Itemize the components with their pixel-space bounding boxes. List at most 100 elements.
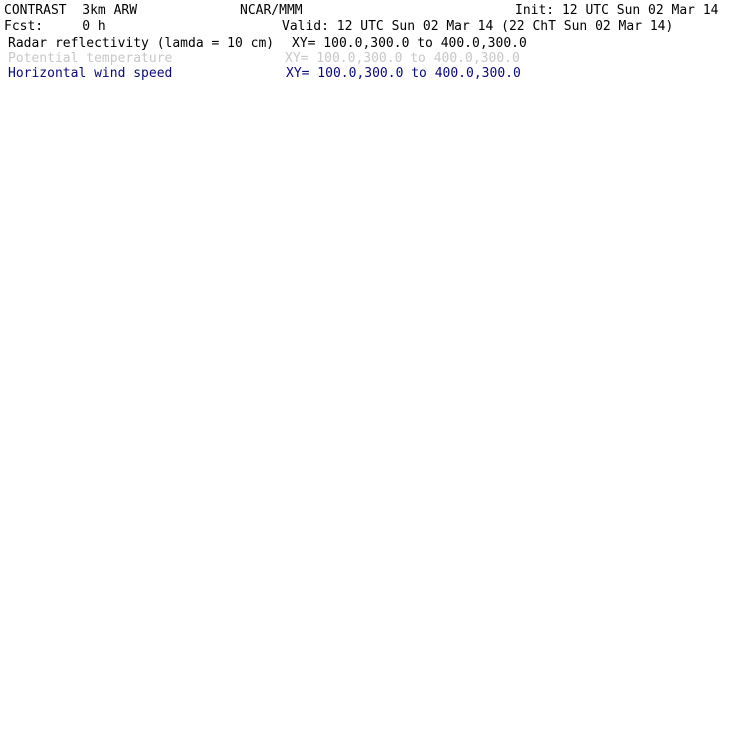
y-tick-label: 200 <box>25 169 46 182</box>
wind-label-bg <box>423 494 448 511</box>
wind-contour-20-2 <box>259 246 267 260</box>
x-tick-label: 400 <box>320 699 341 712</box>
contour-labels: 305 305 305 305 310 310 310 315 315 315 315 320 320 3… <box>106 84 673 642</box>
wind-extremum-high-letter: H <box>119 137 129 152</box>
theta-upper-line <box>50 116 681 121</box>
x-tick-label: 600 <box>460 699 481 712</box>
wind-extremum-value: 15.34 <box>106 153 143 168</box>
wind-extremum-value: 2.28 <box>463 100 492 115</box>
field-wind-name: Horizontal wind speed <box>8 66 173 81</box>
theta-upper-line <box>50 90 681 94</box>
y-tick-label: 500 <box>25 352 46 365</box>
theta-label-bg <box>373 298 406 313</box>
wind-extremum-high-letter: H <box>207 99 217 114</box>
wind-extremum-low-letter: L <box>330 84 338 99</box>
theta-label-bg <box>625 300 658 315</box>
theta-contour-335 <box>50 291 681 311</box>
theta-label-bg <box>167 230 200 245</box>
theta-label-325: 325 <box>608 366 633 381</box>
wind-label-bg <box>544 454 569 471</box>
wind-label-bg <box>339 582 364 599</box>
theta-label-335: 335 <box>378 298 403 313</box>
model-title: CONTRAST 3km ARW <box>4 3 138 18</box>
theta-label-315: 315 <box>450 461 475 476</box>
theta-label-320: 320 <box>341 417 366 432</box>
reflectivity-label-0: 0 <box>126 379 132 389</box>
theta-upper-line <box>50 92 680 96</box>
theta-label-bg <box>188 420 221 435</box>
theta-label-bg <box>343 328 376 343</box>
wind-extremum-low-letter: L <box>305 151 313 166</box>
theta-contour-355 <box>50 119 681 127</box>
wind-extremum-high-letter: H <box>573 165 583 180</box>
wind-extremum-value: 17.41 <box>193 115 230 130</box>
y-tick-label: 400 <box>25 291 46 304</box>
theta-label-bg <box>604 412 637 427</box>
theta-label-bg <box>336 464 369 479</box>
wind-extremum-value: 2.40 <box>294 167 323 182</box>
theta-label-bg <box>604 366 637 381</box>
theta-label-bg <box>188 518 221 533</box>
theta-label-bg <box>340 239 373 254</box>
theta-label-315: 315 <box>341 464 366 479</box>
x-tick-label: 800 <box>600 699 621 712</box>
theta-label-bg <box>188 188 221 203</box>
wind-extremum-low-letter: L <box>460 202 468 217</box>
wind-label-20: 20 <box>542 420 559 435</box>
field-reflectivity-xy: XY= 100.0,300.0 to 400.0,300.0 <box>292 36 527 51</box>
theta-label-345: 345 <box>640 227 665 242</box>
y-tick-label: 900 <box>25 596 46 609</box>
theta-label-bg <box>234 271 267 286</box>
wind-label-25: 25 <box>427 495 444 510</box>
theta-label-335: 335 <box>336 294 361 309</box>
field-theta-name: Potential temperature <box>8 51 173 66</box>
x-axis-title: Distance (km) <box>327 714 404 727</box>
wind-label-20: 20 <box>287 328 304 343</box>
reflectivity-label-0: 0 <box>516 389 522 399</box>
reflectivity-contour-0 <box>50 381 681 398</box>
theta-label-320: 320 <box>192 420 217 435</box>
theta-label-bg <box>188 269 221 284</box>
theta-label-310: 310 <box>192 518 217 533</box>
theta-upper-line <box>50 97 681 100</box>
theta-contour-320 <box>50 418 681 432</box>
theta-contour-330 <box>50 335 681 350</box>
theta-label-bg <box>388 366 421 381</box>
theta-label-330: 330 <box>391 328 416 343</box>
wind-contour-20-0 <box>268 330 592 638</box>
theta-label-bg <box>604 459 637 474</box>
org-label: NCAR/MMM <box>240 3 303 18</box>
theta-label-bg <box>188 285 221 300</box>
theta-label-bg <box>387 328 420 343</box>
reflectivity-label-0: 0 <box>665 386 671 396</box>
theta-label-355: 355 <box>217 117 242 132</box>
valid-time: Valid: 12 UTC Sun 02 Mar 14 (22 ChT Sun … <box>282 19 674 34</box>
wind-speed-contours <box>259 239 592 638</box>
wind-label-bg <box>394 478 419 495</box>
theta-label-bg <box>422 274 455 289</box>
x-tick-label: 200 <box>180 699 201 712</box>
theta-contour-325 <box>50 371 681 390</box>
theta-label-bg <box>343 366 376 381</box>
wind-extremum-value: 16.55 <box>559 181 596 196</box>
theta-label-305: 305 <box>329 568 354 583</box>
wind-contour-20-3 <box>309 239 329 252</box>
theta-upper-line <box>50 103 681 107</box>
theta-label-bg <box>604 509 637 524</box>
theta-label-330: 330 <box>192 335 217 350</box>
theta-label-bg <box>398 417 431 432</box>
wind-label-20: 20 <box>548 455 565 470</box>
theta-label-bg <box>188 469 221 484</box>
surface-line <box>50 664 681 668</box>
theta-label-345: 345 <box>344 239 369 254</box>
theta-label-355: 355 <box>367 113 392 128</box>
theta-label-bg <box>636 227 669 242</box>
theta-upper-line <box>50 99 680 102</box>
theta-label-bg <box>431 113 464 128</box>
theta-label-bg <box>604 337 637 352</box>
theta-label-bg <box>188 335 221 350</box>
wind-extremum-value: 3.89 <box>112 100 141 115</box>
theta-contour-305 <box>50 570 681 584</box>
wind-extremum-low-letter: L <box>123 84 131 99</box>
